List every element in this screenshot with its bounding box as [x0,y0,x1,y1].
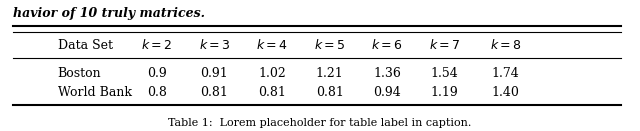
Text: 1.21: 1.21 [316,67,344,80]
Text: 0.81: 0.81 [258,86,286,99]
Text: 0.9: 0.9 [147,67,166,80]
Text: Boston: Boston [58,67,101,80]
Text: 1.40: 1.40 [492,86,520,99]
Text: Data Set: Data Set [58,39,113,52]
Text: $k=4$: $k=4$ [256,38,288,52]
Text: 1.74: 1.74 [492,67,520,80]
Text: 1.19: 1.19 [431,86,459,99]
Text: $k=3$: $k=3$ [198,38,230,52]
Text: 1.54: 1.54 [431,67,459,80]
Text: 1.02: 1.02 [258,67,286,80]
Text: World Bank: World Bank [58,86,132,99]
Text: 0.91: 0.91 [200,67,228,80]
Text: 0.81: 0.81 [316,86,344,99]
Text: 0.94: 0.94 [373,86,401,99]
Text: 1.36: 1.36 [373,67,401,80]
Text: $k=8$: $k=8$ [490,38,522,52]
Text: $k=6$: $k=6$ [371,38,403,52]
Text: $k=2$: $k=2$ [141,38,172,52]
Text: 0.81: 0.81 [200,86,228,99]
Text: $k=5$: $k=5$ [314,38,346,52]
Text: $k=7$: $k=7$ [429,38,461,52]
Text: 0.8: 0.8 [147,86,167,99]
Text: Table 1:  Lorem placeholder for table label in caption.: Table 1: Lorem placeholder for table lab… [168,118,472,128]
Text: havior of 10 truly matrices.: havior of 10 truly matrices. [13,7,205,20]
